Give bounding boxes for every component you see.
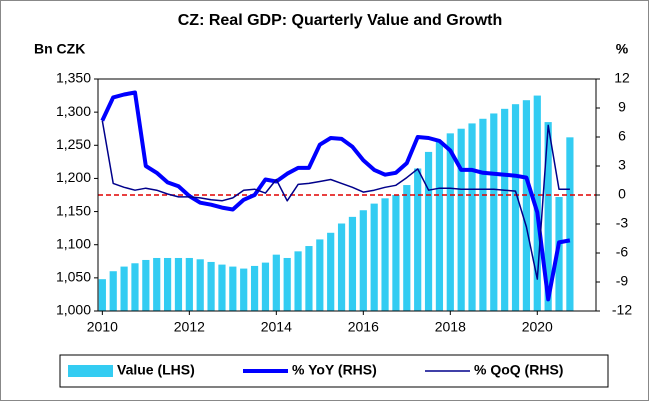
y2-tick-label: -9 (616, 273, 629, 289)
bar (120, 266, 128, 311)
bar (142, 259, 150, 311)
line-series (101, 120, 570, 280)
legend-label: Value (LHS) (117, 362, 195, 378)
bar (457, 128, 465, 311)
bar (316, 239, 324, 311)
bar (511, 104, 520, 311)
bar (229, 266, 237, 311)
bar (185, 257, 193, 311)
bar (305, 246, 313, 311)
y-tick-label: 1,200 (56, 169, 91, 185)
bar (468, 123, 476, 311)
bar (522, 100, 531, 311)
y2-tick-label: -6 (616, 244, 629, 260)
bar (218, 264, 226, 311)
bar (435, 141, 444, 311)
bar (490, 113, 498, 312)
bar (446, 133, 454, 311)
bar (555, 196, 563, 311)
y2-tick-label: 6 (618, 128, 626, 144)
legend-swatch (68, 365, 113, 377)
y2-tick-label: -3 (616, 215, 629, 231)
y2-tick-label: 3 (618, 157, 626, 173)
bar (294, 251, 302, 311)
legend-label: % YoY (RHS) (292, 362, 377, 378)
bar (566, 137, 574, 311)
bar (479, 118, 487, 312)
legend-label: % QoQ (RHS) (474, 362, 563, 378)
bar (381, 198, 389, 311)
bar (370, 203, 378, 311)
x-tick-label: 2018 (435, 319, 466, 335)
y-axis-label: Bn CZK (34, 41, 85, 57)
bar (240, 268, 248, 311)
bar (403, 185, 411, 311)
bar (131, 263, 139, 311)
y-tick-label: 1,000 (56, 302, 91, 318)
line-series (100, 90, 571, 302)
bar (544, 122, 552, 311)
bar (153, 257, 161, 311)
bar (196, 259, 204, 311)
x-tick-label: 2020 (522, 319, 553, 335)
y-tick-label: 1,150 (56, 202, 91, 218)
bar (348, 216, 357, 311)
y2-tick-label: 12 (614, 70, 630, 86)
y-tick-label: 1,100 (56, 235, 91, 251)
bar (327, 232, 335, 311)
bar (261, 262, 270, 311)
bar (283, 257, 291, 311)
y2-tick-label: 9 (618, 99, 626, 115)
y2-tick-label: -12 (612, 302, 632, 318)
bar (207, 261, 215, 311)
bar (98, 279, 106, 311)
bar (109, 271, 117, 311)
y-tick-label: 1,300 (56, 103, 91, 119)
x-tick-label: 2010 (87, 319, 118, 335)
chart-title: CZ: Real GDP: Quarterly Value and Growth (178, 12, 503, 29)
bar (250, 265, 259, 311)
x-tick-label: 2014 (261, 319, 292, 335)
bar (337, 223, 346, 311)
y-tick-label: 1,050 (56, 269, 91, 285)
y-tick-label: 1,350 (56, 70, 91, 86)
y-tick-label: 1,250 (56, 136, 91, 152)
y2-axis-label: % (616, 41, 629, 57)
bar (392, 195, 400, 311)
legend-box (59, 354, 609, 388)
bar (272, 254, 280, 311)
bar (359, 210, 367, 311)
bar (163, 257, 172, 311)
bar (424, 151, 433, 311)
x-tick-label: 2016 (348, 319, 379, 335)
bar (414, 168, 422, 311)
bar (501, 108, 509, 311)
x-tick-label: 2012 (174, 319, 205, 335)
bar (533, 95, 541, 311)
y2-tick-label: 0 (618, 186, 626, 202)
bar (174, 257, 183, 311)
plot-frame (97, 78, 597, 312)
